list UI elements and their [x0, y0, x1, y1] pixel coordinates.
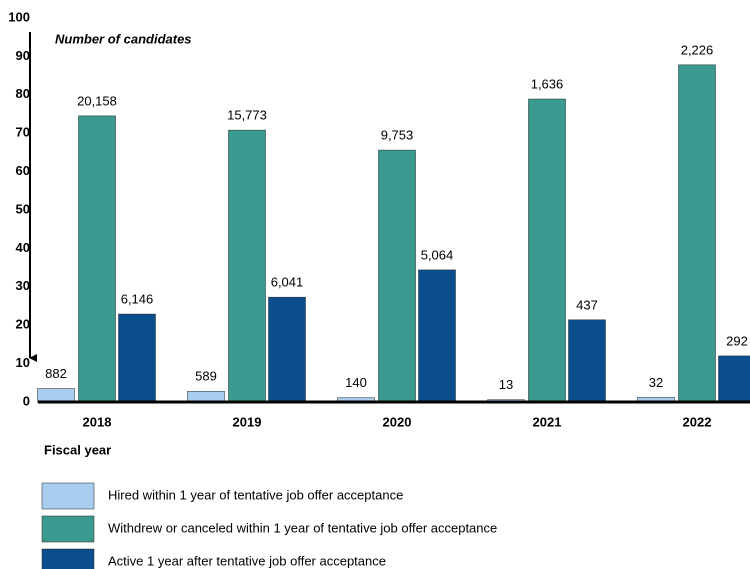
- bar: [118, 313, 156, 403]
- y-tick-label: 30: [16, 278, 30, 293]
- x-tick-label: 2020: [383, 414, 412, 429]
- bar: [718, 355, 750, 403]
- y-tick-label: 100: [8, 9, 30, 24]
- bar: [418, 269, 456, 403]
- legend-swatch: [41, 515, 95, 543]
- bar: [37, 388, 75, 403]
- bar: [268, 296, 306, 403]
- bar: [228, 129, 266, 403]
- count-label: 13: [499, 377, 513, 392]
- x-axis-label: Fiscal year: [44, 442, 111, 457]
- legend-label: Hired within 1 year of tentative job off…: [108, 487, 403, 502]
- count-label: 5,064: [421, 247, 454, 262]
- legend-swatch: [41, 482, 95, 510]
- count-label: 6,146: [121, 292, 154, 307]
- y-tick-label: 10: [16, 355, 30, 370]
- x-tick-label: 2022: [683, 414, 712, 429]
- bar: [78, 115, 116, 403]
- x-tick-label: 2019: [233, 414, 262, 429]
- legend-swatch: [41, 548, 95, 569]
- y-tick-label: 70: [16, 125, 30, 140]
- count-label: 437: [576, 297, 598, 312]
- bar: [568, 319, 606, 403]
- x-tick-label: 2021: [533, 414, 562, 429]
- count-label: 882: [45, 366, 67, 381]
- count-label: 9,753: [381, 128, 414, 143]
- count-label: 140: [345, 375, 367, 390]
- bar: [378, 149, 416, 403]
- count-label: 292: [726, 333, 748, 348]
- count-label: 589: [195, 369, 217, 384]
- count-label: 32: [649, 375, 663, 390]
- annotation: Number of candidates: [55, 31, 192, 46]
- x-tick-label: 2018: [83, 414, 112, 429]
- y-tick-label: 20: [16, 317, 30, 332]
- y-tick-label: 50: [16, 201, 30, 216]
- y-tick-label: 80: [16, 86, 30, 101]
- legend-label: Withdrew or canceled within 1 year of te…: [108, 520, 497, 535]
- y-tick-label: 40: [16, 240, 30, 255]
- bar: [528, 98, 566, 403]
- count-label: 20,158: [77, 93, 117, 108]
- count-label: 1,636: [531, 76, 564, 91]
- bar: [187, 390, 225, 403]
- y-tick-label: 90: [16, 48, 30, 63]
- y-tick-label: 0: [23, 393, 30, 408]
- y-tick-label: 60: [16, 163, 30, 178]
- count-label: 6,041: [271, 275, 304, 290]
- count-label: 15,773: [227, 108, 267, 123]
- legend-label: Active 1 year after tentative job offer …: [108, 553, 386, 568]
- bar: [678, 64, 716, 403]
- count-label: 2,226: [681, 42, 714, 57]
